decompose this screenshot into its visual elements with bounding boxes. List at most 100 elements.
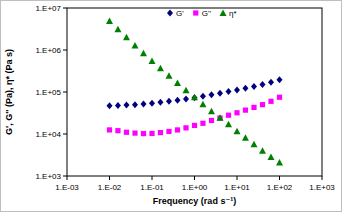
data-point [277, 76, 283, 83]
plot-marks [106, 18, 283, 166]
x-tick [152, 176, 153, 180]
y-tick [63, 134, 67, 135]
data-point [209, 118, 214, 123]
data-point [183, 87, 190, 94]
data-point [259, 81, 265, 88]
x-tick-label: 1.E-01 [140, 183, 164, 192]
data-point [131, 42, 138, 49]
data-point [250, 141, 257, 148]
data-point [115, 102, 121, 109]
data-point [234, 86, 240, 93]
data-point [242, 85, 248, 92]
data-point [141, 131, 146, 136]
data-point [149, 131, 154, 136]
data-point [107, 127, 112, 132]
x-tick [194, 176, 195, 180]
data-point [174, 79, 181, 86]
data-point [217, 90, 223, 97]
data-point [106, 18, 113, 25]
legend-label: G'' [202, 9, 212, 18]
data-point [251, 105, 256, 110]
data-point [199, 101, 206, 108]
data-point [268, 79, 274, 86]
data-point [234, 128, 241, 135]
x-tick-label: 1.E+03 [309, 183, 335, 192]
data-point [234, 110, 239, 115]
x-tick [109, 176, 110, 180]
x-tick [67, 176, 68, 180]
x-tick [237, 176, 238, 180]
chart-container: 1.E-03 1.E-02 1.E-01 1.E+00 1.E+01 1.E+02 1.E+… [0, 0, 342, 212]
y-tick-label: 1.E+05 [35, 88, 61, 97]
y-tick-label: 1.E+03 [35, 172, 61, 181]
series-2 [106, 18, 283, 166]
y-tick-label: 1.E+07 [35, 4, 61, 13]
legend-label: η* [229, 9, 237, 18]
y-tick [63, 8, 67, 9]
legend-marker [220, 10, 227, 17]
x-tick-label: 1.E+01 [224, 183, 250, 192]
x-tick [322, 176, 323, 180]
legend-marker [167, 10, 173, 17]
data-point [216, 114, 223, 121]
legend-label: G' [176, 9, 184, 18]
data-point [191, 94, 198, 101]
y-tick-label: 1.E+04 [35, 130, 61, 139]
legend: G' G'' η* [167, 9, 237, 18]
series-1 [107, 95, 282, 137]
data-point [157, 65, 164, 72]
data-point [107, 102, 113, 109]
data-point [141, 100, 147, 107]
data-point [192, 94, 198, 101]
y-tick [63, 92, 67, 93]
x-tick-label: 1.E+00 [182, 183, 208, 192]
data-point [132, 101, 138, 108]
y-axis-label: G', G'' (Pa), η* (Pa s) [4, 49, 14, 135]
data-point [157, 99, 163, 106]
y-tick-label: 1.E+06 [35, 46, 61, 55]
x-axis-label: Frequency (rad s⁻¹) [153, 196, 236, 206]
data-point [225, 121, 232, 128]
data-point [140, 50, 147, 57]
data-point [208, 108, 215, 115]
y-tick [63, 176, 67, 177]
data-point [124, 130, 129, 135]
chart-background [1, 1, 342, 212]
data-point [166, 98, 172, 105]
x-tick-label: 1.E+02 [267, 183, 293, 192]
data-point [174, 97, 180, 104]
y-tick [63, 50, 67, 51]
plot-frame [67, 8, 322, 176]
data-point [226, 113, 231, 118]
data-point [166, 129, 171, 134]
data-point [165, 72, 172, 79]
data-point [276, 159, 283, 166]
data-point [158, 130, 163, 135]
data-point [149, 100, 155, 107]
chart-svg: 1.E-03 1.E-02 1.E-01 1.E+00 1.E+01 1.E+02 1.E+… [0, 0, 342, 212]
x-tick-label: 1.E-02 [98, 183, 122, 192]
data-point [200, 121, 205, 126]
data-point [259, 147, 266, 154]
data-point [183, 96, 189, 103]
data-point [192, 123, 197, 128]
data-point [149, 57, 156, 64]
data-point [123, 102, 129, 109]
data-point [251, 83, 257, 90]
data-point [123, 34, 130, 41]
data-point [114, 26, 121, 33]
data-point [115, 128, 120, 133]
data-point [132, 131, 137, 136]
series-0 [107, 76, 283, 109]
data-point [268, 153, 275, 160]
x-tick [279, 176, 280, 180]
data-point [277, 95, 282, 100]
data-point [260, 102, 265, 107]
data-point [200, 93, 206, 100]
data-point [268, 99, 273, 104]
data-point [183, 125, 188, 130]
data-point [226, 88, 232, 95]
x-tick-label: 1.E-03 [55, 183, 79, 192]
data-point [175, 127, 180, 132]
data-point [243, 108, 248, 113]
